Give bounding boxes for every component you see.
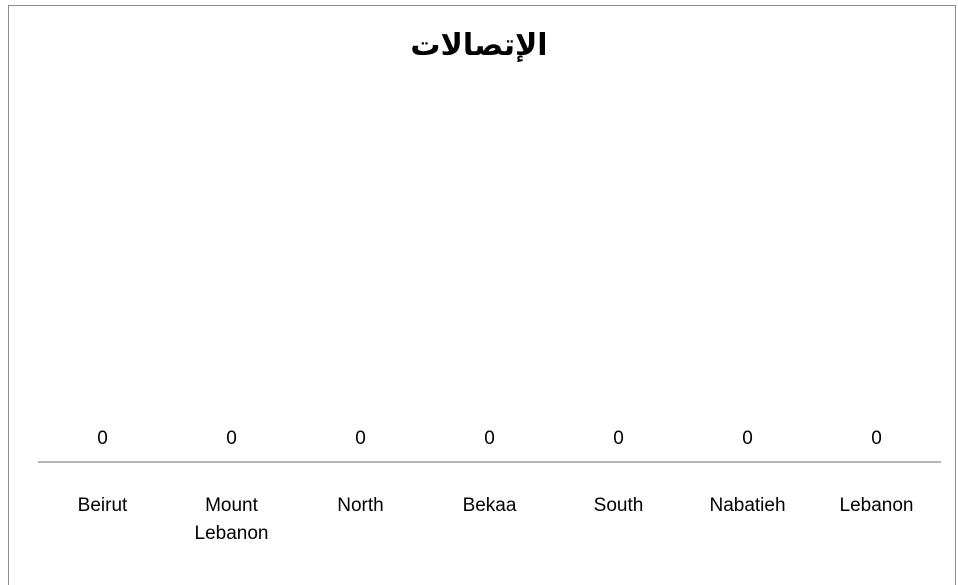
tick-label: Mount Lebanon <box>195 495 269 544</box>
tick-label: South <box>594 495 644 516</box>
data-label: 0 <box>871 428 882 449</box>
data-label: 0 <box>226 428 237 449</box>
data-label: 0 <box>613 428 624 449</box>
tick-label: North <box>337 495 383 516</box>
chart-title: الإتصالات <box>410 28 548 63</box>
tick-label: Beirut <box>78 495 128 516</box>
data-label: 0 <box>484 428 495 449</box>
data-label: 0 <box>355 428 366 449</box>
data-label: 0 <box>742 428 753 449</box>
chart-frame <box>8 5 956 585</box>
tick-label: Bekaa <box>463 495 517 516</box>
tick-label: Lebanon <box>840 495 914 516</box>
tick-label: Nabatieh <box>709 495 785 516</box>
data-label: 0 <box>97 428 108 449</box>
